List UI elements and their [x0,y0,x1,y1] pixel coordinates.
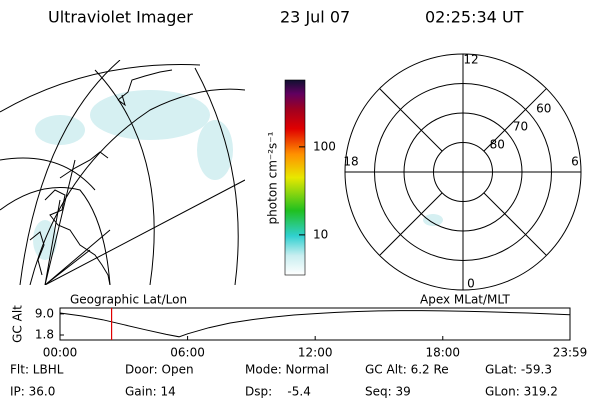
grid-arc [19,60,121,285]
y-tick-label: 1.8 [35,328,54,342]
mlt-label: 0 [467,277,475,291]
x-tick-label: 18:00 [425,346,460,360]
status-field: Flt: LBHL [10,363,64,377]
colorbar-tick-label: 100 [313,139,336,153]
status-field: Door: Open [125,363,194,377]
grid-arc [0,187,111,285]
y-axis-label: GC Alt [11,305,25,343]
status-field: GLat: -59.3 [485,363,552,377]
status-field: GLon: 319.2 [485,385,558,399]
altitude-line [59,310,571,338]
spoke [379,192,443,256]
altitude-chart: Geographic Lat/Lon Apex MLat/MLT GC Alt … [11,293,588,360]
status-field: Mode: Normal [245,363,329,377]
grid-line [44,159,111,285]
spoke [483,88,547,152]
lat-ring-label: 60 [536,101,551,115]
date: 23 Jul 07 [280,8,350,27]
title: Ultraviolet Imager [48,8,193,27]
colorbar-tick-label: 10 [313,227,328,241]
x-tick-label: 23:59 [553,346,588,360]
grid-arc [0,157,96,191]
coastline [29,69,173,285]
footer: Flt: LBHL Door: Open Mode: Normal GC Alt: 6… [10,363,558,399]
grid-line [44,179,245,285]
right-label: Apex MLat/MLT [420,293,510,307]
map [0,60,245,285]
lat-ring-label: 80 [490,138,505,152]
polar-plot: 60 70 80 12 18 0 6 [343,53,582,291]
x-tick-label: 06:00 [170,346,205,360]
mlt-label: 6 [571,155,579,169]
grid-arc [194,67,239,285]
spoke [379,88,443,152]
mlt-label: 18 [343,155,358,169]
colorbar-ticks: 10 100 [299,139,336,241]
x-tick-label: 12:00 [298,346,333,360]
status-field: Seq: 39 [365,385,411,399]
emission [33,90,233,260]
status-field: Gain: 14 [125,385,176,399]
lat-ring-label: 70 [513,120,528,134]
grid-arc [29,88,245,285]
emission [423,214,443,226]
colorbar [284,79,306,276]
grid-arc [94,69,155,285]
grid-arc [0,64,201,113]
left-label: Geographic Lat/Lon [70,293,187,307]
plot-frame [59,307,571,341]
time: 02:25:34 UT [425,8,524,27]
status-field: Dsp: -5.4 [245,385,311,399]
mlt-label: 12 [463,53,478,67]
spoke [483,192,547,256]
status-field: GC Alt: 6.2 Re [365,363,449,377]
y-tick-label: 9.0 [35,306,54,320]
x-tick-label: 00:00 [43,346,78,360]
colorbar-label: photon cm⁻²s⁻¹ [266,131,280,224]
status-field: IP: 36.0 [10,385,55,399]
